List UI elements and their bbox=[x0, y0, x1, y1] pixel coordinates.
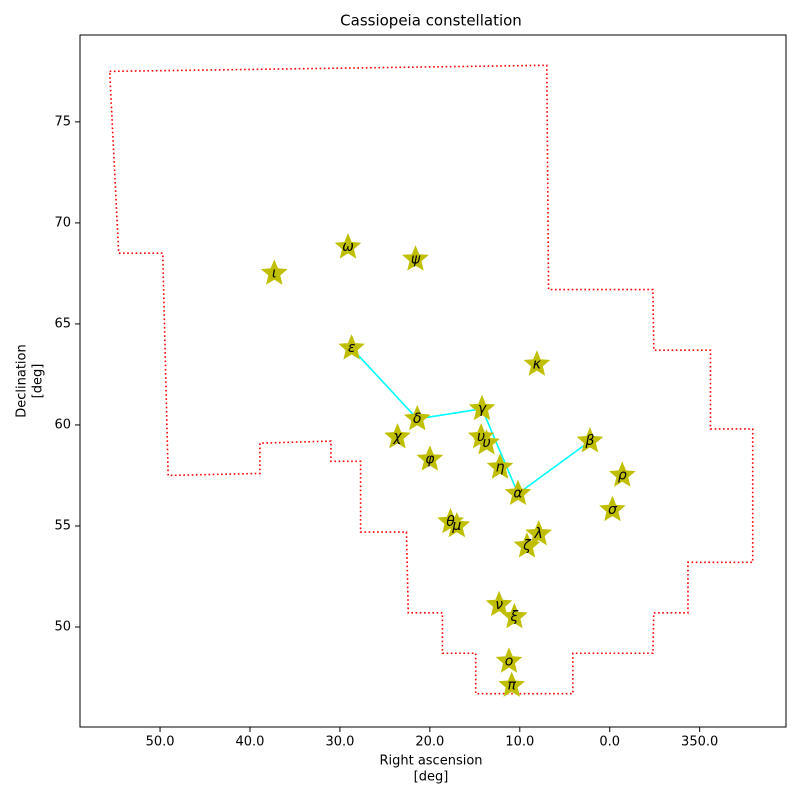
x-tick-label: 40.0 bbox=[236, 735, 265, 750]
star-label: σ bbox=[608, 502, 618, 518]
star-marker bbox=[523, 350, 551, 376]
star-label: ρ bbox=[618, 467, 627, 483]
y-tick-label: 55 bbox=[54, 518, 71, 533]
star-label: ξ bbox=[509, 609, 518, 625]
star-label: υ bbox=[477, 429, 485, 445]
star-label: ψ bbox=[411, 251, 421, 267]
star-label: α bbox=[513, 486, 523, 502]
star-marker bbox=[338, 334, 365, 360]
y-tick-label: 60 bbox=[54, 417, 71, 432]
star-label: π bbox=[507, 678, 516, 694]
star-marker bbox=[443, 512, 471, 538]
chart-title: Cassiopeia constellation bbox=[340, 12, 522, 30]
star-label: ω bbox=[342, 239, 354, 255]
star-marker bbox=[486, 453, 514, 479]
star-label: λ bbox=[534, 526, 543, 542]
star-label: η bbox=[496, 459, 505, 475]
star-marker bbox=[504, 479, 532, 505]
star-marker bbox=[485, 590, 513, 617]
x-tick-label: 50.0 bbox=[146, 735, 175, 750]
star-marker bbox=[498, 671, 525, 697]
star-label: ε bbox=[348, 340, 356, 356]
star-label: γ bbox=[478, 401, 487, 417]
star-label: ο bbox=[505, 653, 514, 669]
star-marker bbox=[416, 445, 444, 471]
y-tick-label: 65 bbox=[54, 316, 71, 331]
star-marker bbox=[468, 394, 496, 421]
boundary bbox=[108, 64, 754, 695]
star-label: ν bbox=[495, 597, 503, 613]
y-tick-label: 70 bbox=[54, 215, 71, 230]
plot-frame bbox=[79, 34, 787, 728]
x-axis-label: Right ascension bbox=[379, 754, 482, 769]
star-marker bbox=[501, 602, 528, 629]
star-marker bbox=[513, 532, 541, 558]
x-tick-label: 20.0 bbox=[415, 735, 444, 750]
star-marker bbox=[525, 520, 552, 546]
x-axis-label: [deg] bbox=[414, 770, 449, 785]
star-label: φ bbox=[425, 451, 435, 467]
star-label: θ bbox=[446, 514, 455, 530]
star-marker bbox=[599, 495, 626, 522]
star-label: μ bbox=[451, 518, 461, 534]
star-marker bbox=[609, 461, 636, 487]
star-marker bbox=[260, 259, 288, 285]
star-marker bbox=[402, 245, 429, 271]
star-marker bbox=[403, 404, 431, 431]
star-marker bbox=[576, 427, 604, 453]
y-tick-label: 50 bbox=[54, 619, 71, 634]
star-label: ζ bbox=[522, 538, 532, 554]
star-label: υ bbox=[482, 435, 490, 451]
star-marker bbox=[495, 647, 523, 673]
x-tick-label: 30.0 bbox=[325, 735, 354, 750]
star-marker bbox=[384, 423, 411, 449]
x-tick-label: 10.0 bbox=[505, 735, 534, 750]
star-marker bbox=[334, 233, 362, 259]
star-label: χ bbox=[392, 429, 402, 445]
x-tick-label: 0.0 bbox=[599, 735, 620, 750]
star-label: δ bbox=[413, 411, 422, 427]
star-label: β bbox=[584, 433, 594, 449]
y-tick-label: 75 bbox=[54, 114, 71, 129]
star-marker bbox=[473, 429, 500, 455]
x-tick-label: 350.0 bbox=[681, 735, 718, 750]
y-axis-label: Declination bbox=[15, 344, 30, 418]
y-axis-label: [deg] bbox=[31, 364, 46, 399]
star-label: ι bbox=[272, 265, 277, 281]
star-label: κ bbox=[533, 356, 542, 372]
